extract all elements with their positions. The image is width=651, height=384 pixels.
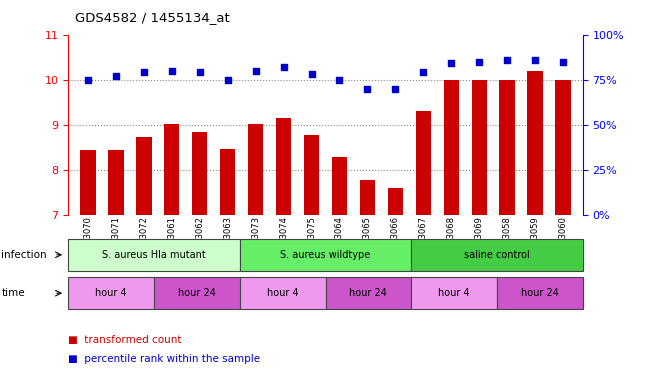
Bar <box>360 180 375 215</box>
Point <box>502 57 512 63</box>
Bar <box>499 80 515 215</box>
Bar <box>415 111 431 215</box>
Point <box>279 64 289 70</box>
Text: S. aureus wildtype: S. aureus wildtype <box>281 250 370 260</box>
Text: S. aureus Hla mutant: S. aureus Hla mutant <box>102 250 206 260</box>
Point <box>334 77 344 83</box>
Text: hour 4: hour 4 <box>96 288 127 298</box>
Point <box>474 59 484 65</box>
Point <box>167 68 177 74</box>
Point <box>139 70 149 76</box>
Text: hour 4: hour 4 <box>267 288 298 298</box>
Bar <box>108 150 124 215</box>
Text: ■  transformed count: ■ transformed count <box>68 335 182 345</box>
Text: hour 4: hour 4 <box>438 288 470 298</box>
Text: GDS4582 / 1455134_at: GDS4582 / 1455134_at <box>75 12 230 25</box>
Point <box>362 86 372 92</box>
Bar <box>471 80 487 215</box>
Point <box>446 60 456 66</box>
Point <box>223 77 233 83</box>
Point <box>195 70 205 76</box>
Text: hour 24: hour 24 <box>521 288 559 298</box>
Text: infection: infection <box>1 250 47 260</box>
Bar <box>276 118 291 215</box>
Text: ■  percentile rank within the sample: ■ percentile rank within the sample <box>68 354 260 364</box>
Point <box>390 86 400 92</box>
Bar <box>220 149 236 215</box>
Text: saline control: saline control <box>464 250 530 260</box>
Text: hour 24: hour 24 <box>178 288 216 298</box>
Bar <box>192 132 208 215</box>
Point <box>530 57 540 63</box>
Bar <box>304 135 319 215</box>
Point <box>83 77 93 83</box>
Bar <box>80 150 96 215</box>
Bar <box>136 137 152 215</box>
Point <box>558 59 568 65</box>
Bar <box>388 188 403 215</box>
Bar <box>555 80 571 215</box>
Bar <box>443 80 459 215</box>
Text: hour 24: hour 24 <box>350 288 387 298</box>
Bar <box>332 157 347 215</box>
Bar <box>164 124 180 215</box>
Point <box>307 71 317 77</box>
Point <box>111 73 121 79</box>
Point <box>418 70 428 76</box>
Bar <box>248 124 263 215</box>
Point <box>251 68 261 74</box>
Bar <box>527 71 543 215</box>
Text: time: time <box>1 288 25 298</box>
